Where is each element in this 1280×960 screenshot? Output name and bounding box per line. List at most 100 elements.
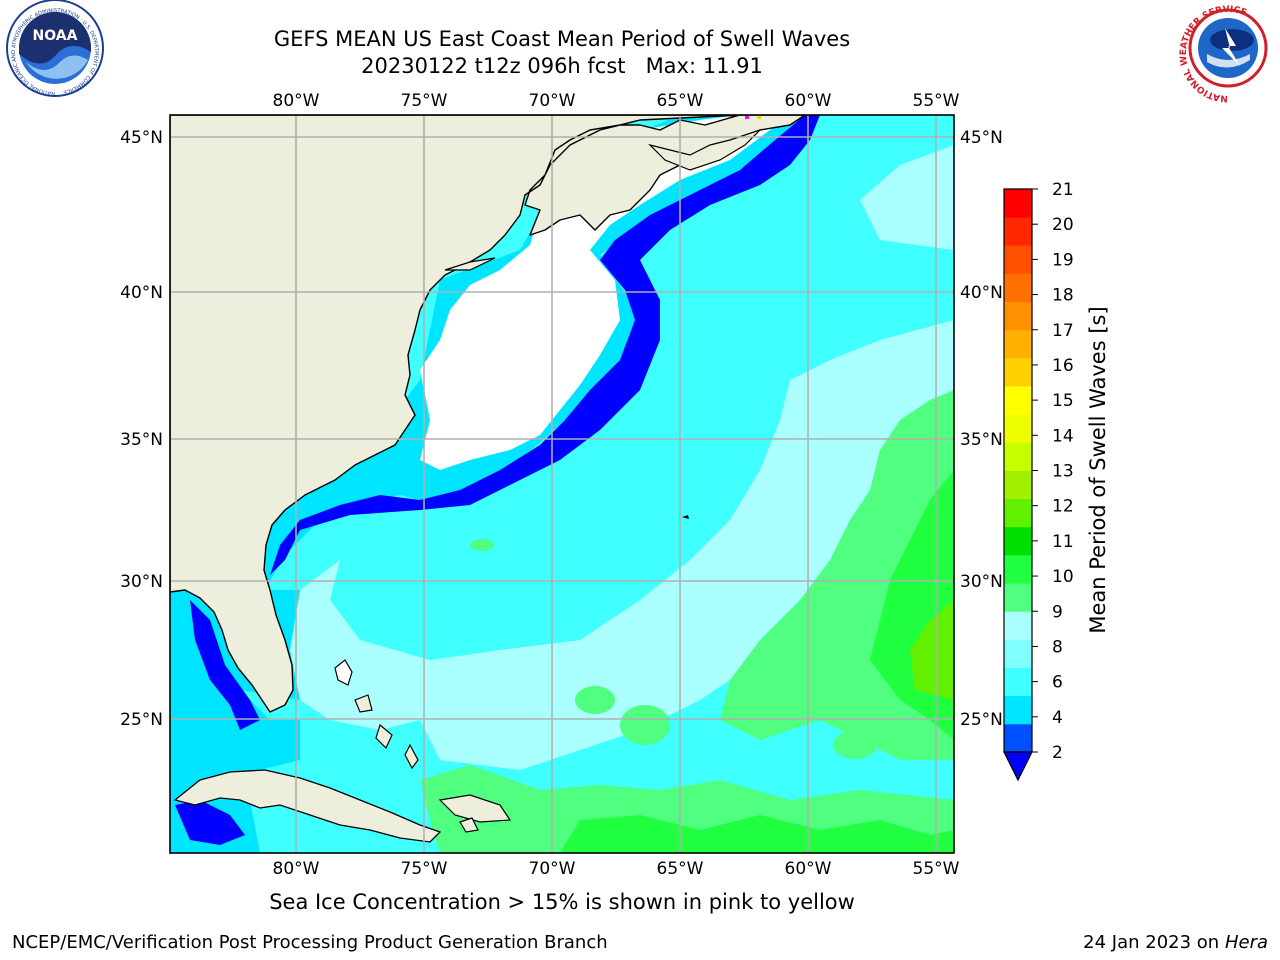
colorbar-segment: [1004, 414, 1032, 443]
colorbar-segment: [1004, 329, 1032, 359]
sea-ice-pixel: [757, 115, 761, 119]
run-date: 24 Jan 2023 on Hera: [1083, 932, 1268, 953]
sea-ice-note: Sea Ice Concentration > 15% is shown in …: [269, 890, 855, 914]
colorbar-segment: [1004, 217, 1032, 246]
host-name: Hera: [1224, 932, 1268, 953]
lon-label: 55°W: [913, 91, 960, 111]
noaa-logo-text: NOAA: [33, 28, 78, 44]
map-frame: [169, 114, 955, 854]
colorbar-segment: [1004, 611, 1032, 640]
swell-11-12s-east: [910, 600, 954, 700]
near-coast-band: [170, 115, 820, 853]
swell-8-9s-central: [290, 320, 954, 770]
lon-labels-bottom: 80°W 75°W 70°W 65°W 60°W 55°W: [273, 859, 960, 879]
credit-line: NCEP/EMC/Verification Post Processing Pr…: [12, 932, 608, 953]
lat-label: 40°N: [120, 283, 163, 303]
colorbar-segment: [1004, 554, 1032, 584]
nova-scotia-land: [648, 129, 761, 171]
colorbar-segment: [1004, 470, 1032, 500]
lon-label: 75°W: [401, 859, 448, 879]
lon-label: 70°W: [529, 859, 576, 879]
colorbar-segment: [1004, 442, 1032, 471]
sea-ice-pixel: [745, 115, 749, 119]
colorbar-tick-label: 6: [1052, 673, 1063, 693]
colorbar-segment: [1004, 189, 1032, 218]
colorbar-segment: [1004, 273, 1032, 302]
caribbean-low-band: [175, 800, 245, 845]
lon-labels-top: 80°W 75°W 70°W 65°W 60°W 55°W: [273, 91, 960, 111]
bahamas-island: [354, 694, 373, 713]
colorbar-segment: [1004, 639, 1032, 668]
colorbar-segment: [1004, 301, 1032, 331]
lat-labels-left: 45°N 40°N 35°N 30°N 25°N: [120, 128, 163, 730]
map-title: GEFS MEAN US East Coast Mean Period of S…: [273, 27, 851, 51]
lon-label: 55°W: [913, 859, 960, 879]
long-island: [444, 257, 496, 271]
colorbar-label: Mean Period of Swell Waves [s]: [1086, 306, 1110, 633]
colorbar-tick-label: 8: [1052, 637, 1063, 657]
colorbar-tick-label: 14: [1052, 426, 1074, 446]
hispaniola-land: [438, 794, 512, 823]
colorbar-segment: [1004, 386, 1032, 415]
lat-label: 40°N: [960, 283, 1003, 303]
colorbar-tick-label: 12: [1052, 497, 1074, 517]
colorbar-segment: [1004, 583, 1032, 612]
lon-label: 65°W: [657, 91, 704, 111]
colorbar-tick-label: 15: [1052, 391, 1074, 411]
lat-label: 45°N: [960, 128, 1003, 148]
lat-labels-right: 45°N 40°N 35°N 30°N 25°N: [960, 128, 1003, 730]
colorbar-tick-label: 17: [1052, 321, 1074, 341]
lon-label: 65°W: [657, 859, 704, 879]
bahamas-island: [404, 743, 419, 770]
lon-label: 60°W: [785, 859, 832, 879]
bahamas-island: [334, 659, 353, 686]
nws-logo: NATIONAL WEATHER SERVICE: [1179, 0, 1276, 103]
bermuda: [682, 515, 689, 519]
swell-8-9s-north: [860, 145, 954, 250]
colorbar-tick-label: 16: [1052, 356, 1074, 376]
max-value: Max: 11.91: [645, 54, 763, 78]
gulf-low-band: [190, 600, 260, 730]
colorbar-segment: [1004, 667, 1032, 697]
lat-label: 25°N: [120, 710, 163, 730]
colorbar-segment: [1004, 245, 1032, 274]
colorbar-tick-label: 11: [1052, 532, 1074, 552]
colorbar-segment: [1004, 526, 1032, 556]
lat-label: 45°N: [120, 128, 163, 148]
colorbar-tick-label: 20: [1052, 215, 1074, 235]
lat-label: 35°N: [960, 430, 1003, 450]
graticule: [170, 115, 954, 853]
noaa-logo: NOAA NATIONAL OCEANIC AND ATMOSPHERIC AD…: [6, 0, 104, 97]
lat-label: 30°N: [960, 572, 1003, 592]
swell-patch: [620, 705, 670, 745]
colorbar-tick-label: 19: [1052, 250, 1074, 270]
swell-patch: [470, 539, 494, 551]
colorbar: 21 20 19 18 17 16 15 14 13 12 11 10 9 8 6 4 2 Mean Perio…: [1003, 180, 1110, 782]
colorbar-tick-label: 21: [1052, 180, 1074, 200]
colorbar-segment: [1004, 498, 1032, 528]
colorbar-tick-label: 2: [1052, 743, 1063, 763]
colorbar-segment: [1004, 695, 1032, 725]
cuba-land: [173, 769, 442, 843]
map-subtitle: 20230122 t12z 096h fcst Max: 11.91: [170, 54, 954, 78]
lon-label: 60°W: [785, 91, 832, 111]
swell-patch: [575, 686, 615, 714]
north-america-land: [170, 115, 806, 713]
lat-label: 35°N: [120, 430, 163, 450]
lat-label: 25°N: [960, 710, 1003, 730]
colorbar-underflow-arrow: [1003, 751, 1033, 782]
colorbar-tick-label: 18: [1052, 286, 1074, 306]
colorbar-tick-label: 4: [1052, 708, 1063, 728]
swell-10-11s-south: [560, 815, 954, 853]
lon-label: 80°W: [273, 859, 320, 879]
lat-label: 30°N: [120, 572, 163, 592]
colorbar-tick-label: 13: [1052, 462, 1074, 482]
colorbar-segment: [1004, 723, 1032, 753]
colorbar-segment: [1004, 357, 1032, 387]
forecast-run: 20230122 t12z 096h fcst: [361, 54, 626, 78]
map-area: [170, 115, 954, 853]
colorbar-tick-label: 10: [1052, 567, 1074, 587]
lon-label: 70°W: [529, 91, 576, 111]
lon-label: 80°W: [273, 91, 320, 111]
